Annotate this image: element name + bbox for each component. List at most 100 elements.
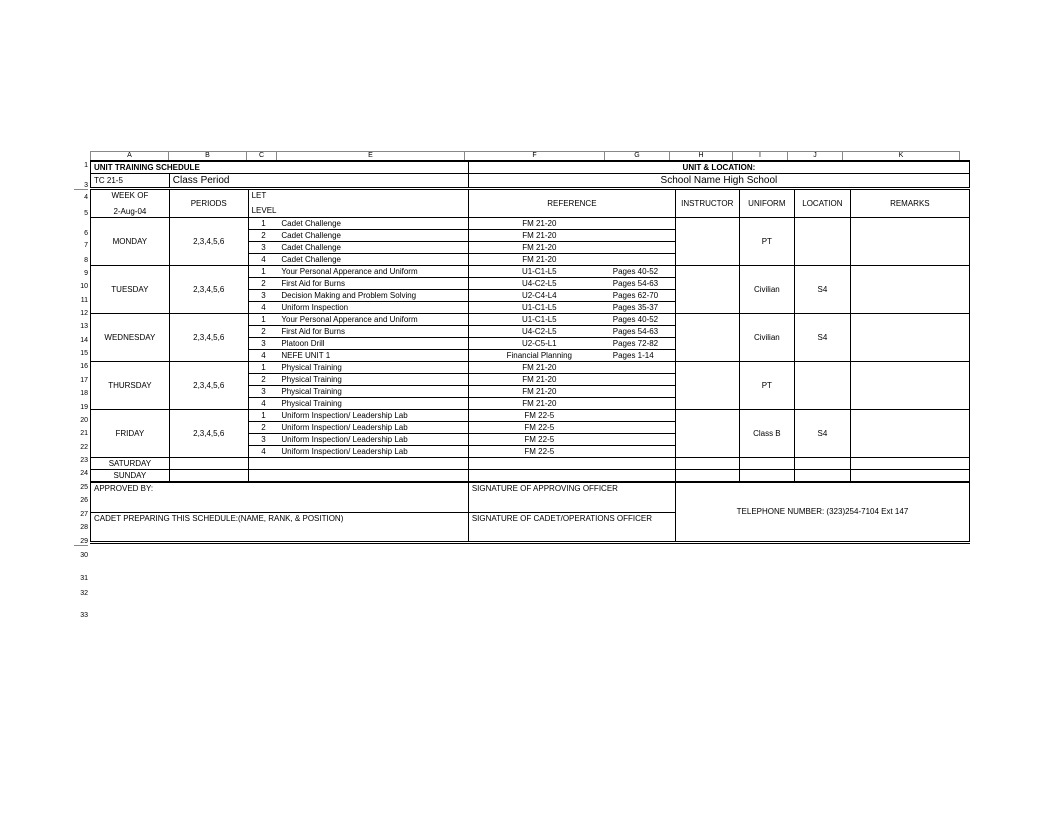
hdr-uniform: UNIFORM	[739, 189, 795, 218]
school-name: School Name High School	[468, 174, 969, 189]
pages: Pages 40-52	[610, 266, 676, 278]
reference: FM 21-20	[468, 362, 609, 374]
remarks	[850, 362, 969, 410]
col-E: E	[276, 151, 464, 160]
let-num: 2	[248, 326, 278, 338]
spreadsheet: A B C E F G H I J K 1 3 4 5 6 7 8 9 10 1…	[90, 160, 970, 544]
day-name: WEDNESDAY	[91, 314, 170, 362]
subject: Your Personal Apperance and Uniform	[278, 266, 468, 278]
hdr-reference: REFERENCE	[468, 189, 675, 218]
subject: Uniform Inspection/ Leadership Lab	[278, 446, 468, 458]
col-B: B	[168, 151, 246, 160]
pages	[610, 254, 676, 266]
let-num: 4	[248, 254, 278, 266]
reference: U2-C4-L4	[468, 290, 609, 302]
pages: Pages 54-63	[610, 278, 676, 290]
let-num: 1	[248, 266, 278, 278]
subtitle-row: TC 21-5 Class Period School Name High Sc…	[91, 174, 970, 189]
day-name: FRIDAY	[91, 410, 170, 458]
location: S4	[795, 266, 851, 314]
pages	[610, 386, 676, 398]
let-num: 2	[248, 422, 278, 434]
col-F: F	[464, 151, 604, 160]
reference: FM 22-5	[468, 422, 609, 434]
reference: FM 22-5	[468, 434, 609, 446]
uniform: Civilian	[739, 314, 795, 362]
let-num: 3	[248, 386, 278, 398]
pages	[610, 434, 676, 446]
instructor	[675, 410, 739, 458]
subject: First Aid for Burns	[278, 326, 468, 338]
let-num: 3	[248, 242, 278, 254]
class-period: Class Period	[169, 174, 468, 189]
title-row: UNIT TRAINING SCHEDULE UNIT & LOCATION:	[91, 161, 970, 174]
day-periods: 2,3,4,5,6	[169, 410, 248, 458]
let-num: 4	[248, 302, 278, 314]
subject: Uniform Inspection/ Leadership Lab	[278, 422, 468, 434]
subject: Physical Training	[278, 362, 468, 374]
remarks	[850, 314, 969, 362]
subject: Cadet Challenge	[278, 242, 468, 254]
subject: Cadet Challenge	[278, 230, 468, 242]
reference: U4-C2-L5	[468, 278, 609, 290]
let-num: 1	[248, 314, 278, 326]
reference: U1-C1-L5	[468, 302, 609, 314]
hdr-level: LEVEL	[252, 206, 465, 215]
uniform: Civilian	[739, 266, 795, 314]
col-G: G	[604, 151, 669, 160]
let-num: 2	[248, 230, 278, 242]
subject: Cadet Challenge	[278, 254, 468, 266]
hdr-periods: PERIODS	[169, 189, 248, 218]
let-num: 3	[248, 434, 278, 446]
let-num: 1	[248, 410, 278, 422]
subject: Your Personal Apperance and Uniform	[278, 314, 468, 326]
reference: Financial Planning	[468, 350, 609, 362]
reference: FM 21-20	[468, 374, 609, 386]
pages: Pages 1-14	[610, 350, 676, 362]
pages: Pages 72-82	[610, 338, 676, 350]
remarks	[850, 410, 969, 458]
pages	[610, 446, 676, 458]
col-C: C	[246, 151, 276, 160]
location: S4	[795, 410, 851, 458]
subject: Platoon Drill	[278, 338, 468, 350]
saturday-row: SATURDAY	[91, 458, 970, 470]
table-row: MONDAY2,3,4,5,61Cadet ChallengeFM 21-20P…	[91, 218, 970, 230]
title-right: UNIT & LOCATION:	[468, 161, 969, 174]
location	[795, 362, 851, 410]
let-num: 1	[248, 362, 278, 374]
subject: Cadet Challenge	[278, 218, 468, 230]
pages	[610, 398, 676, 410]
subject: Physical Training	[278, 398, 468, 410]
location: S4	[795, 314, 851, 362]
phone: TELEPHONE NUMBER: (323)254-7104 Ext 147	[675, 482, 969, 542]
hdr-weekof: WEEK OF	[94, 191, 166, 201]
instructor	[675, 266, 739, 314]
reference: U2-C5-L1	[468, 338, 609, 350]
day-periods: 2,3,4,5,6	[169, 314, 248, 362]
subject: Physical Training	[278, 374, 468, 386]
reference: U1-C1-L5	[468, 266, 609, 278]
let-num: 2	[248, 374, 278, 386]
pages	[610, 230, 676, 242]
hdr-location: LOCATION	[795, 189, 851, 218]
reference: FM 21-20	[468, 254, 609, 266]
pages	[610, 242, 676, 254]
hdr-instructor: INSTRUCTOR	[675, 189, 739, 218]
pages: Pages 54-63	[610, 326, 676, 338]
reference: FM 22-5	[468, 446, 609, 458]
subject: Uniform Inspection	[278, 302, 468, 314]
sig-approving: SIGNATURE OF APPROVING OFFICER	[468, 482, 675, 512]
let-num: 3	[248, 290, 278, 302]
let-num: 1	[248, 218, 278, 230]
table-row: WEDNESDAY2,3,4,5,61Your Personal Apperan…	[91, 314, 970, 326]
remarks	[850, 266, 969, 314]
subject: NEFE UNIT 1	[278, 350, 468, 362]
cadet-prep: CADET PREPARING THIS SCHEDULE:(NAME, RAN…	[91, 512, 469, 542]
pages	[610, 422, 676, 434]
tc-num: TC 21-5	[91, 174, 170, 189]
let-num: 2	[248, 278, 278, 290]
instructor	[675, 314, 739, 362]
reference: U4-C2-L5	[468, 326, 609, 338]
col-I: I	[732, 151, 787, 160]
